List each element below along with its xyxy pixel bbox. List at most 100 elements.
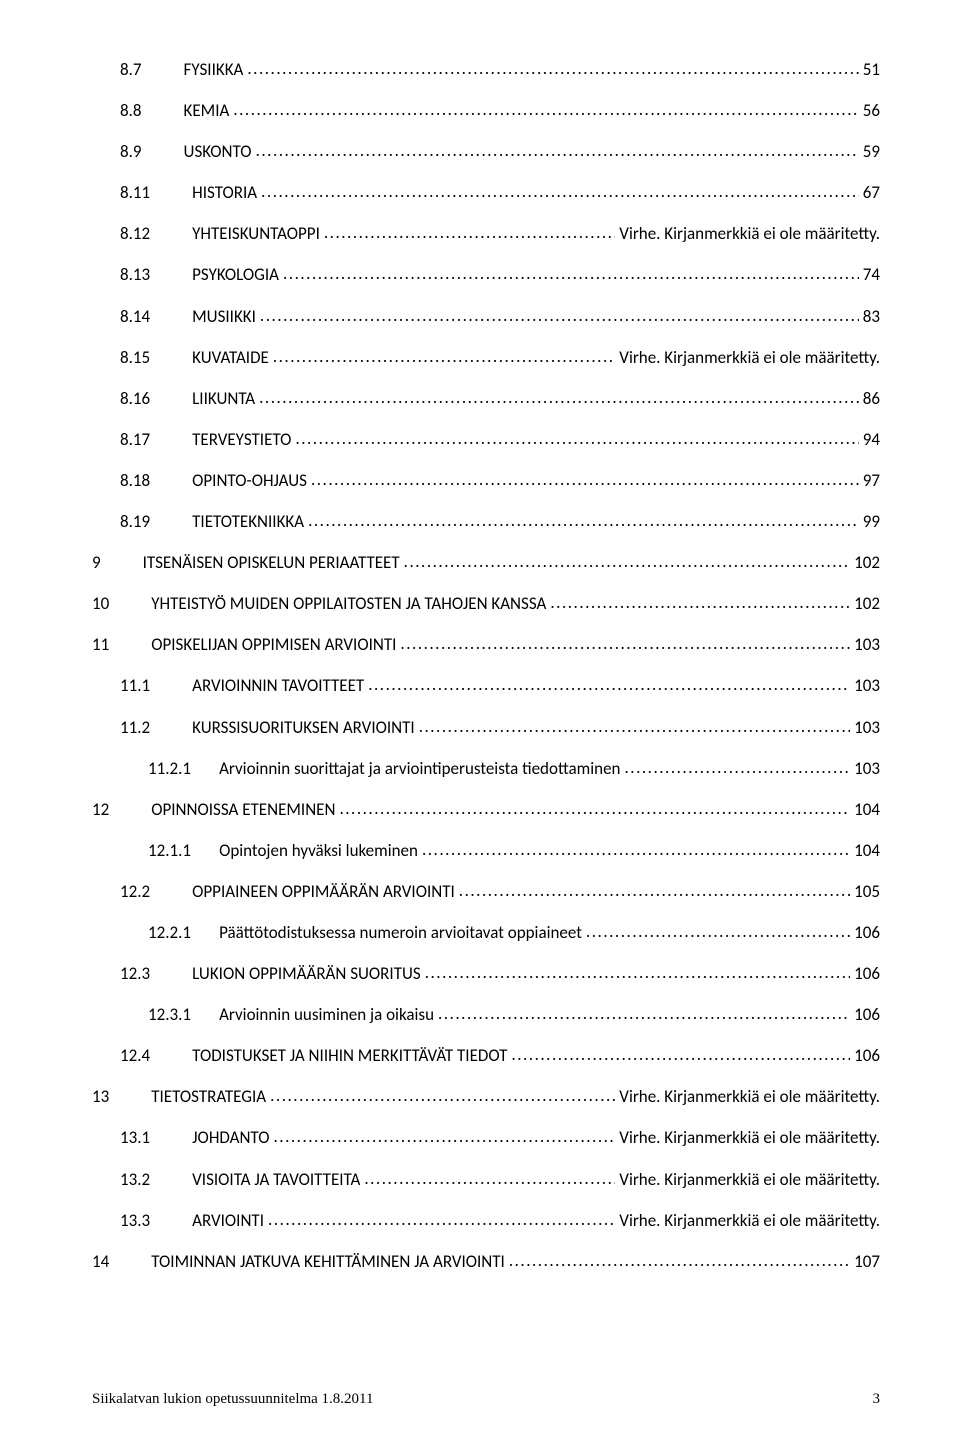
toc-title: TOIMINNAN JATKUVA KEHITTÄMINEN JA ARVIOI…	[151, 1251, 505, 1273]
toc-title: Arvioinnin uusiminen ja oikaisu	[219, 1004, 434, 1026]
toc-leader-dots	[273, 346, 615, 363]
toc-entry: 14 TOIMINNAN JATKUVA KEHITTÄMINEN JA ARVI…	[92, 1250, 880, 1273]
toc-title: Päättötodistuksessa numeroin arvioitavat…	[219, 922, 582, 944]
toc-number: 13.3	[120, 1210, 150, 1232]
toc-title: OPPIAINEEN OPPIMÄÄRÄN ARVIOINTI	[192, 881, 455, 903]
toc-page-number: 107	[854, 1251, 880, 1273]
toc-title: KUVATAIDE	[192, 347, 269, 369]
toc-entry: 8.9USKONTO 59	[92, 140, 880, 163]
toc-leader-dots	[283, 263, 859, 280]
toc-page-number: 104	[854, 840, 880, 862]
toc-title: LIIKUNTA	[192, 388, 255, 410]
toc-page-number: 99	[863, 511, 880, 533]
toc-entry: 12.2.1Päättötodistuksessa numeroin arvio…	[92, 921, 880, 944]
toc-leader-dots	[339, 798, 850, 815]
toc-entry: 12.2OPPIAINEEN OPPIMÄÄRÄN ARVIOINTI 105	[92, 880, 880, 903]
toc-leader-dots	[270, 1085, 615, 1102]
toc-leader-dots	[324, 222, 615, 239]
toc-number: 9	[92, 552, 101, 574]
toc-title: TIETOSTRATEGIA	[151, 1086, 266, 1108]
toc-page-number: 106	[854, 963, 880, 985]
toc-entry: 8.16LIIKUNTA 86	[92, 387, 880, 410]
toc-leader-dots	[274, 1126, 616, 1143]
toc-number: 8.16	[120, 388, 150, 410]
toc-page-number: 103	[854, 717, 880, 739]
toc-leader-dots	[459, 880, 850, 897]
toc-page-number: 74	[863, 264, 880, 286]
document-page: 8.7FYSIIKKA 518.8KEMIA 568.9USKONTO 598.…	[0, 0, 960, 1447]
toc-leader-dots	[438, 1003, 850, 1020]
toc-entry: 8.8 KEMIA 56	[92, 99, 880, 122]
toc-leader-dots	[419, 716, 850, 733]
toc-number: 11.2	[120, 717, 150, 739]
toc-page-number: 103	[854, 634, 880, 656]
toc-leader-dots	[422, 839, 850, 856]
toc-number: 13.2	[120, 1169, 150, 1191]
toc-entry: 11.1ARVIOINNIN TAVOITTEET 103	[92, 674, 880, 697]
toc-page-number: 102	[854, 552, 880, 574]
toc-title: VISIOITA JA TAVOITTEITA	[192, 1169, 360, 1191]
toc-error-text: Virhe. Kirjanmerkkiä ei ole määritetty.	[619, 1086, 880, 1108]
toc-number: 10	[92, 593, 109, 615]
toc-page-number: 97	[863, 470, 880, 492]
toc-title: OPINTO-OHJAUS	[192, 470, 307, 492]
toc-leader-dots	[511, 1044, 850, 1061]
toc-entry: 8.17TERVEYSTIETO 94	[92, 428, 880, 451]
toc-title: YHTEISKUNTAOPPI	[192, 223, 320, 245]
toc-leader-dots	[308, 510, 859, 527]
toc-leader-dots	[364, 1168, 615, 1185]
toc-leader-dots	[261, 181, 859, 198]
toc-title: KEMIA	[184, 100, 230, 122]
toc-page-number: 59	[863, 141, 880, 163]
toc-title: KURSSISUORITUKSEN ARVIOINTI	[192, 717, 415, 739]
toc-error-text: Virhe. Kirjanmerkkiä ei ole määritetty.	[619, 347, 880, 369]
toc-title: TIETOTEKNIIKKA	[192, 511, 304, 533]
toc-title: HISTORIA	[192, 182, 257, 204]
toc-number: 8.9	[120, 141, 142, 163]
toc-number: 12	[92, 799, 109, 821]
toc-number: 14	[92, 1251, 109, 1273]
toc-number: 8.13	[120, 264, 150, 286]
toc-leader-dots	[311, 469, 859, 486]
toc-title: Arvioinnin suorittajat ja arviointiperus…	[219, 758, 620, 780]
table-of-contents: 8.7FYSIIKKA 518.8KEMIA 568.9USKONTO 598.…	[92, 58, 880, 1273]
toc-entry: 8.14MUSIIKKI 83	[92, 305, 880, 328]
toc-entry: 11.2.1Arvioinnin suorittajat ja arvioint…	[92, 757, 880, 780]
toc-entry: 12OPINNOISSA ETENEMINEN 104	[92, 798, 880, 821]
toc-number: 8.8	[120, 100, 142, 122]
toc-entry: 8.12YHTEISKUNTAOPPIVirhe. Kirjanmerkkiä …	[92, 222, 880, 245]
toc-title: MUSIIKKI	[192, 306, 256, 328]
toc-number: 13.1	[120, 1127, 150, 1149]
toc-number: 11.1	[120, 675, 150, 697]
toc-entry: 9 ITSENÄISEN OPISKELUN PERIAATTEET 102	[92, 551, 880, 574]
toc-number: 12.4	[120, 1045, 150, 1067]
toc-title: ITSENÄISEN OPISKELUN PERIAATTEET	[143, 552, 400, 574]
toc-title: JOHDANTO	[192, 1127, 269, 1149]
toc-title: TODISTUKSET JA NIIHIN MERKITTÄVÄT TIEDOT	[192, 1045, 507, 1067]
toc-number: 8.7	[120, 59, 142, 81]
toc-leader-dots	[509, 1250, 850, 1267]
toc-leader-dots	[259, 387, 859, 404]
toc-number: 8.11	[120, 182, 150, 204]
toc-leader-dots	[233, 99, 858, 116]
toc-title: LUKION OPPIMÄÄRÄN SUORITUS	[192, 963, 421, 985]
toc-page-number: 103	[854, 758, 880, 780]
toc-entry: 10YHTEISTYÖ MUIDEN OPPILAITOSTEN JA TAHO…	[92, 592, 880, 615]
toc-entry: 8.19TIETOTEKNIIKKA 99	[92, 510, 880, 533]
toc-leader-dots	[404, 551, 850, 568]
toc-number: 13	[92, 1086, 109, 1108]
toc-entry: 12.1.1Opintojen hyväksi lukeminen 104	[92, 839, 880, 862]
toc-page-number: 102	[854, 593, 880, 615]
toc-title: PSYKOLOGIA	[192, 264, 279, 286]
toc-entry: 13.3ARVIOINTIVirhe. Kirjanmerkkiä ei ole…	[92, 1209, 880, 1232]
toc-entry: 8.11HISTORIA 67	[92, 181, 880, 204]
toc-number: 8.12	[120, 223, 150, 245]
toc-page-number: 56	[863, 100, 880, 122]
toc-number: 12.3.1	[148, 1004, 191, 1026]
toc-number: 12.3	[120, 963, 150, 985]
toc-leader-dots	[400, 633, 850, 650]
toc-leader-dots	[260, 305, 859, 322]
toc-number: 8.15	[120, 347, 150, 369]
toc-error-text: Virhe. Kirjanmerkkiä ei ole määritetty.	[619, 1169, 880, 1191]
page-footer: Siikalatvan lukion opetussuunnitelma 1.8…	[92, 1390, 880, 1410]
